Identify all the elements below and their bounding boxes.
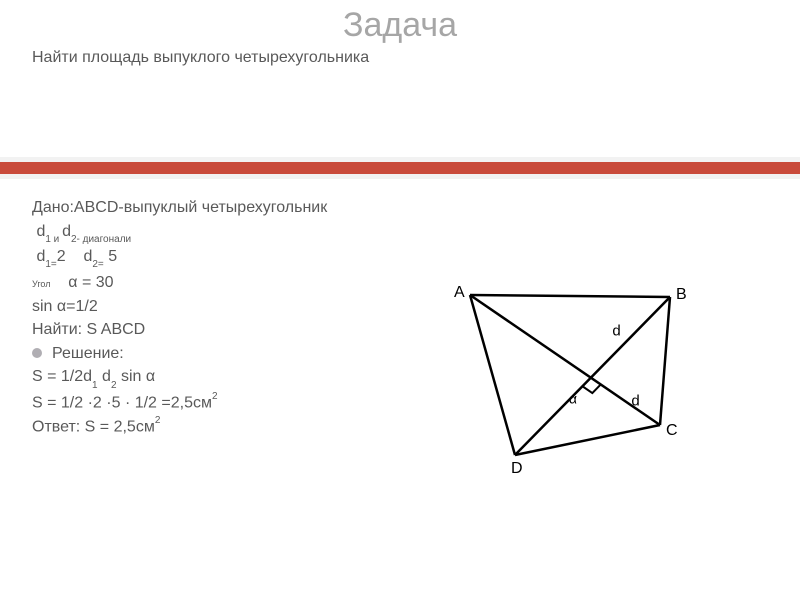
formula-sub1: 1 <box>92 380 98 391</box>
bullet-icon <box>32 348 42 358</box>
formula-end: sin α <box>117 368 156 385</box>
formula-sub2: 2 <box>111 380 117 391</box>
answer-sq: 2 <box>155 415 161 426</box>
alpha-value: α = 30 <box>68 274 113 291</box>
svg-text:d: d <box>612 322 620 339</box>
rule-mid <box>0 162 800 174</box>
svg-text:B: B <box>676 286 687 303</box>
calc-text: S = 1/2 ·2 ·5 · 1/2 =2,5см <box>32 394 212 411</box>
diagonals-line: d1 и d2- диагонали <box>32 221 800 245</box>
calc-sq: 2 <box>212 391 218 402</box>
d2-value: 5 <box>108 248 117 265</box>
d1-text: d <box>32 248 45 265</box>
d2-symbol: d <box>62 223 71 240</box>
diag-label: - диагонали <box>77 234 132 245</box>
quadrilateral-diagram: A B C Dd d α <box>400 265 720 505</box>
svg-text:D: D <box>511 460 523 477</box>
slide: Задача Найти площадь выпуклого четырехуг… <box>0 0 800 600</box>
d2-text: d <box>83 248 92 265</box>
svg-text:C: C <box>666 422 678 439</box>
solution-heading-text: Решение: <box>52 345 124 362</box>
svg-text:A: A <box>454 284 465 301</box>
angle-word: Угол <box>32 279 50 289</box>
d2-sub: 2 <box>71 234 77 245</box>
given-line: Дано:ABCD-выпуклый четырехугольник <box>32 197 800 219</box>
formula-start: S = 1/2d <box>32 368 92 385</box>
d2-eq: 2= <box>92 259 103 270</box>
answer-text: Ответ: S = 2,5см <box>32 418 155 435</box>
d1-symbol: d <box>32 223 45 240</box>
d1-value: 2 <box>57 248 66 265</box>
svg-text:α: α <box>569 391 577 407</box>
horizontal-rule <box>0 157 800 179</box>
slide-title: Задача <box>0 0 800 45</box>
problem-statement: Найти площадь выпуклого четырехугольника <box>0 45 800 67</box>
and-text: и <box>51 234 62 245</box>
d1-eq: 1= <box>45 259 56 270</box>
svg-text:d: d <box>631 392 639 409</box>
formula-mid: d <box>98 368 111 385</box>
